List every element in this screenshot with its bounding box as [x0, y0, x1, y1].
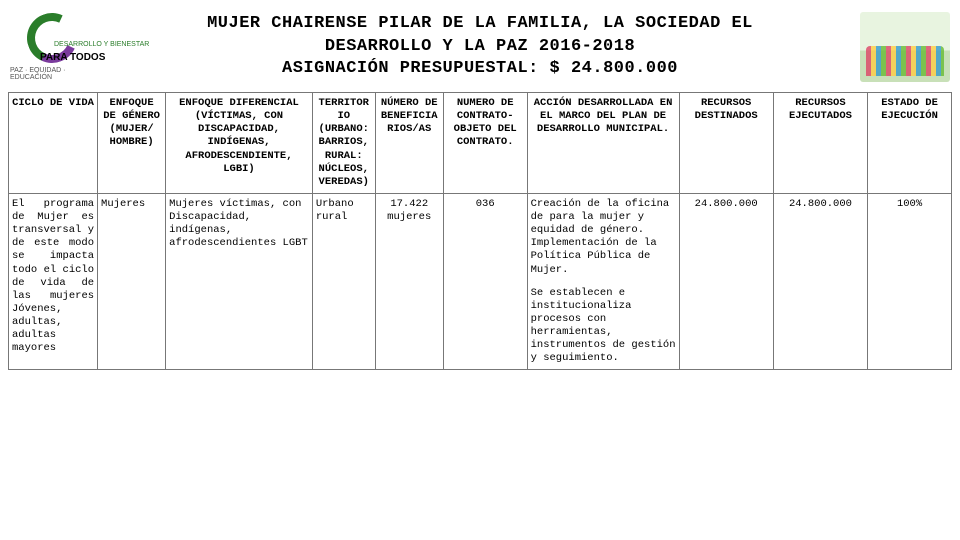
cell-contrato: 036 [443, 193, 527, 370]
cell-accion: Creación de la oficina de para la mujer … [527, 193, 679, 370]
table-header-row: CICLO DE VIDA ENFOQUE DE GÉNERO (MUJER/ … [9, 93, 952, 194]
logo-left: DESARROLLO Y BIENESTAR PARA TODOS PAZ · … [10, 8, 100, 86]
th-beneficiarios: NÚMERO DE BENEFICIARIOS/AS [375, 93, 443, 194]
budget-table: CICLO DE VIDA ENFOQUE DE GÉNERO (MUJER/ … [8, 92, 952, 370]
cell-territorio: Urbano rural [312, 193, 375, 370]
title-line-3: ASIGNACIÓN PRESUPUESTAL: $ 24.800.000 [112, 58, 848, 81]
title-line-1: MUJER CHAIRENSE PILAR DE LA FAMILIA, LA … [112, 13, 848, 36]
cell-destinados: 24.800.000 [679, 193, 773, 370]
cell-estado: 100% [868, 193, 952, 370]
table-row: El programa de Mujer es transversal y de… [9, 193, 952, 370]
th-territorio: TERRITORIO (URBANO: BARRIOS, RURAL: NÚCL… [312, 93, 375, 194]
accion-p2: Se establecen e institucionaliza proceso… [531, 287, 676, 366]
th-accion: ACCIÓN DESARROLLADA EN EL MARCO DEL PLAN… [527, 93, 679, 194]
th-ciclo: CICLO DE VIDA [9, 93, 98, 194]
th-contrato: NUMERO DE CONTRATO-OBJETO DEL CONTRATO. [443, 93, 527, 194]
th-genero: ENFOQUE DE GÉNERO (MUJER/ HOMBRE) [98, 93, 166, 194]
logo-right [860, 12, 950, 82]
th-ejecutados: RECURSOS EJECUTADOS [773, 93, 867, 194]
th-diferencial: ENFOQUE DIFERENCIAL (VÍCTIMAS, CON DISCA… [166, 93, 313, 194]
cell-diferencial: Mujeres víctimas, con Discapacidad, indí… [166, 193, 313, 370]
cell-ejecutados: 24.800.000 [773, 193, 867, 370]
cell-ciclo: El programa de Mujer es transversal y de… [9, 193, 98, 370]
title-line-2: DESARROLLO Y LA PAZ 2016-2018 [112, 36, 848, 59]
logo-main: PARA TODOS [40, 53, 105, 63]
accion-p1: Creación de la oficina de para la mujer … [531, 198, 676, 277]
logo-footer: PAZ · EQUIDAD · EDUCACIÓN [10, 67, 100, 81]
logo-tagline: DESARROLLO Y BIENESTAR [54, 41, 149, 48]
th-estado: ESTADO DE EJECUCIÓN [868, 93, 952, 194]
cell-beneficiarios: 17.422 mujeres [375, 193, 443, 370]
page-title: MUJER CHAIRENSE PILAR DE LA FAMILIA, LA … [108, 13, 852, 82]
th-destinados: RECURSOS DESTINADOS [679, 93, 773, 194]
header: DESARROLLO Y BIENESTAR PARA TODOS PAZ · … [0, 0, 960, 90]
cell-genero: Mujeres [98, 193, 166, 370]
